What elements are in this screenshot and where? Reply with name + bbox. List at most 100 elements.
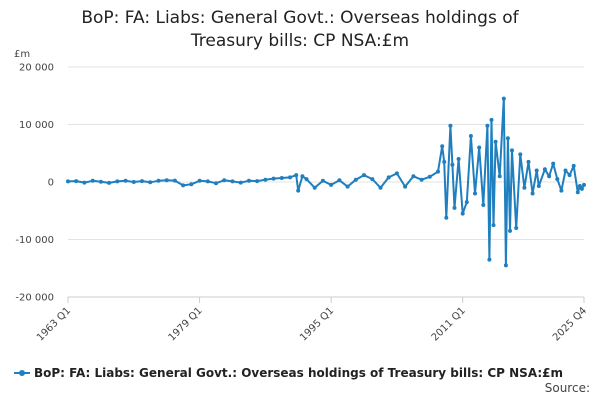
data-point [577,184,582,188]
data-point [222,178,227,183]
data-point [419,177,424,182]
data-point [263,177,268,182]
data-point [386,175,391,180]
data-point [304,177,309,182]
data-point [345,184,350,189]
data-point [337,178,342,183]
chart-title-line: Treasury bills: CP NSA:£m [190,31,410,51]
data-point [468,134,473,138]
data-point [563,168,568,173]
legend-label: BoP: FA: Liabs: General Govt.: Overseas … [34,366,563,380]
data-point [288,175,292,180]
y-tick-label: -10 000 [15,235,54,246]
data-point [477,145,482,150]
y-tick-label: 20 000 [19,63,54,74]
data-point [362,173,366,178]
data-point [567,173,572,178]
data-point [353,177,358,182]
data-point [197,178,202,183]
chart-title: BoP: FA: Liabs: General Govt.: Overseas … [0,7,600,53]
data-point [411,174,416,179]
data-point [493,139,498,144]
data-point [442,159,447,164]
data-point [534,168,539,173]
data-point [378,185,383,190]
data-point [522,185,527,190]
data-point [452,205,457,210]
data-point [547,174,552,179]
data-point [312,185,317,190]
data-point [205,179,210,184]
data-point [140,179,144,184]
legend-swatch [14,366,30,380]
data-point [501,96,506,101]
data-point [271,176,276,181]
x-tick-label: 1963 Q1 [35,305,73,343]
data-point [497,174,502,179]
data-point [294,173,299,178]
data-point [148,180,153,185]
data-point [394,171,399,176]
data-point [370,177,375,182]
data-point [131,180,136,184]
data-point [98,179,103,184]
data-point [450,162,455,167]
y-tick-label: 10 000 [19,120,54,131]
data-point [448,123,453,128]
data-point [473,191,477,196]
data-point [542,167,547,172]
y-tick-label: -20 000 [15,293,54,304]
data-point [514,226,519,230]
data-point [460,211,465,216]
data-point [427,174,432,179]
data-point [456,157,461,161]
data-point [508,228,512,233]
series-layer [66,96,586,268]
data-point [66,179,70,184]
data-point [300,174,305,179]
data-point [503,263,508,268]
legend: BoP: FA: Liabs: General Govt.: Overseas … [14,366,563,380]
data-point [255,179,260,184]
data-point [551,161,556,166]
data-point [123,178,128,183]
data-point [481,203,486,207]
y-unit-label: £m [14,49,30,60]
data-point [189,182,194,187]
data-point [74,179,79,184]
x-tick-label: 2011 Q1 [430,305,468,343]
data-point [505,136,510,141]
data-point [536,184,541,188]
data-point [559,188,564,193]
x-tick-label: 1979 Q1 [167,305,205,343]
data-point [214,181,218,186]
series-line [67,97,585,267]
data-point [555,177,560,182]
data-point [320,178,325,183]
data-point [571,163,576,168]
data-point [403,184,408,189]
data-point [530,191,535,196]
data-point [172,178,177,183]
data-point [582,182,586,187]
data-point [579,186,584,191]
data-point [518,152,523,157]
data-point [230,179,235,184]
data-point [510,148,514,153]
data-point [575,190,580,195]
data-point [329,182,334,187]
data-point [156,178,161,183]
data-point [164,178,169,183]
data-point [485,123,490,128]
data-point [436,169,440,174]
data-point [464,200,469,205]
data-point [440,144,445,149]
data-point [107,180,112,185]
data-point [246,178,251,183]
data-point [115,179,120,184]
source-label: Source: [544,381,590,395]
x-tick-label: 1995 Q1 [298,305,336,343]
x-tick-label: 2025 Q4 [551,305,589,343]
